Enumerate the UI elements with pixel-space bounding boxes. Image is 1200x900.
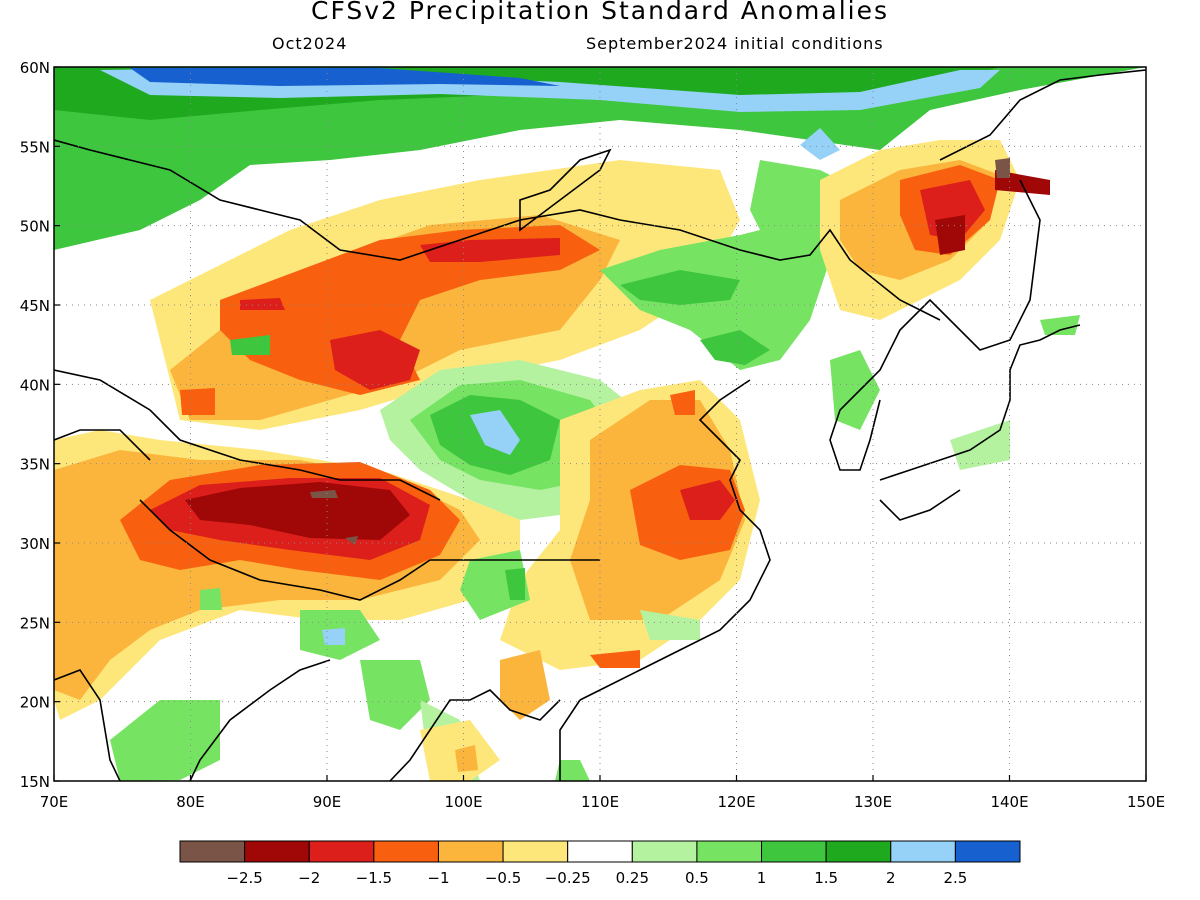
- lat-tick-label: 35N: [20, 456, 50, 474]
- colorbar: −2.5 −2 −1.5 −1 −0.5 −0.25 0.25 0.5 1 1.5 2 2.5: [179, 840, 1021, 887]
- colorbar-swatch: [761, 840, 827, 863]
- map-title: CFSv2 Precipitation Standard Anomalies: [310, 0, 889, 25]
- colorbar-swatch: [437, 840, 504, 863]
- lon-tick-label: 110E: [581, 793, 619, 811]
- colorbar-swatch: [244, 840, 310, 863]
- colorbar-swatch: [954, 840, 1021, 863]
- colorbar-label: 1: [757, 869, 767, 887]
- colorbar-swatch: [631, 840, 698, 863]
- lon-tick-label: 70E: [40, 793, 69, 811]
- lon-tick-label: 140E: [990, 793, 1028, 811]
- colorbar-swatch: [825, 840, 892, 863]
- colorbar-label: 1.5: [814, 869, 838, 887]
- lon-tick-label: 90E: [313, 793, 342, 811]
- colorbar-label: 2.5: [943, 869, 967, 887]
- lat-tick-label: 40N: [20, 376, 50, 394]
- colorbar-swatch: [890, 840, 956, 863]
- lat-tick-label: 60N: [20, 59, 50, 77]
- colorbar-label: −0.5: [485, 869, 521, 887]
- colorbar-swatch: [308, 840, 375, 863]
- lat-tick-label: 20N: [20, 694, 50, 712]
- initial-conditions-label: September2024 initial conditions: [586, 34, 884, 53]
- lat-tick-label: 25N: [20, 614, 50, 632]
- latitude-axis: 60N 55N 50N 45N 40N 35N 30N 25N 20N 15N: [20, 59, 60, 791]
- colorbar-label: −1.5: [356, 869, 392, 887]
- colorbar-swatch: [179, 840, 246, 863]
- colorbar-label: 2: [886, 869, 896, 887]
- lon-tick-label: 130E: [854, 793, 892, 811]
- colorbar-label: −0.25: [545, 869, 591, 887]
- lat-tick-label: 45N: [20, 297, 50, 315]
- lon-tick-label: 120E: [717, 793, 755, 811]
- lon-tick-label: 80E: [176, 793, 205, 811]
- colorbar-swatch: [696, 840, 763, 863]
- lon-tick-label: 100E: [444, 793, 482, 811]
- colorbar-swatch: [373, 840, 439, 863]
- colorbar-swatch: [567, 840, 633, 863]
- colorbar-label: 0.5: [685, 869, 709, 887]
- lon-tick-label: 150E: [1127, 793, 1165, 811]
- lat-tick-label: 55N: [20, 138, 50, 156]
- colorbar-label: −2.5: [226, 869, 262, 887]
- colorbar-label: 0.25: [616, 869, 649, 887]
- lat-tick-label: 15N: [20, 773, 50, 791]
- colorbar-label: −2: [298, 869, 320, 887]
- longitude-axis: 70E 80E 90E 100E 110E 120E 130E 140E 150E: [40, 775, 1165, 811]
- lat-tick-label: 50N: [20, 218, 50, 236]
- colorbar-swatch: [502, 840, 569, 863]
- colorbar-label: −1: [427, 869, 449, 887]
- graticule: [54, 67, 1146, 781]
- forecast-month: Oct2024: [272, 34, 348, 53]
- coastlines: [54, 69, 1146, 781]
- lat-tick-label: 30N: [20, 535, 50, 553]
